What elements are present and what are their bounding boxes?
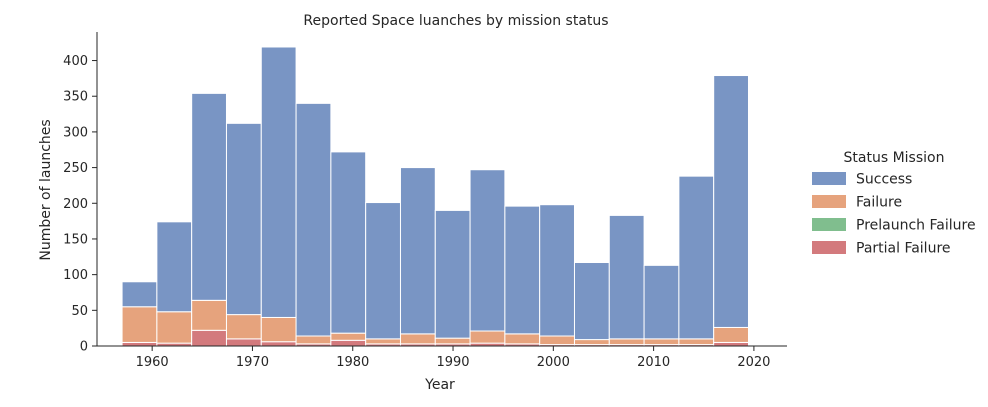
- bar-failure-10: [469, 330, 506, 344]
- bar-success-2: [191, 92, 227, 301]
- y-axis-label: Number of launches: [38, 119, 54, 260]
- bar-partial-failure-6: [330, 339, 367, 347]
- bar-failure-16: [678, 338, 715, 346]
- bar-failure-11: [504, 333, 541, 345]
- bar-success-14: [608, 214, 645, 340]
- legend-label-prelaunch-failure: Prelaunch Failure: [856, 218, 976, 234]
- bar-failure-5: [295, 335, 332, 345]
- bar-failure-6: [330, 332, 367, 341]
- legend-label-success: Success: [856, 172, 912, 188]
- legend: Status Mission Success Failure Prelaunch F…: [812, 150, 976, 257]
- y-tick-label-250: 250: [63, 161, 88, 176]
- x-tick-label-1960: 1960: [136, 355, 169, 370]
- x-tick-label-1970: 1970: [236, 355, 269, 370]
- y-tick-label-400: 400: [63, 54, 88, 69]
- bars-group: [121, 46, 749, 347]
- bar-success-12: [539, 204, 575, 337]
- legend-label-failure: Failure: [856, 195, 902, 211]
- legend-swatch-prelaunch-failure: [812, 218, 846, 231]
- bar-failure-17: [713, 326, 749, 343]
- y-axis: 0 50 100 150 200 250 300 350 400: [63, 32, 98, 355]
- y-tick-label-200: 200: [63, 197, 88, 212]
- bar-failure-3: [225, 314, 262, 340]
- bar-partial-failure-17: [713, 341, 749, 347]
- x-tick-label-1980: 1980: [336, 355, 369, 370]
- y-tick-label-300: 300: [63, 125, 88, 140]
- bar-failure-7: [365, 338, 401, 345]
- bar-failure-0: [121, 306, 158, 343]
- bar-partial-failure-0: [121, 341, 158, 347]
- x-axis: 1960 1970 1980 1990 2000 2010 2020: [97, 345, 787, 370]
- bar-success-7: [365, 202, 401, 340]
- bar-partial-failure-2: [191, 329, 227, 347]
- legend-title: Status Mission: [844, 150, 945, 166]
- bar-failure-15: [643, 338, 680, 346]
- bar-partial-failure-3: [225, 338, 262, 347]
- y-tick-label-100: 100: [63, 268, 88, 283]
- y-tick-label-150: 150: [63, 232, 88, 247]
- bar-failure-12: [539, 335, 575, 346]
- y-tick-label-50: 50: [71, 304, 88, 319]
- bar-failure-2: [191, 299, 227, 331]
- bar-success-3: [225, 122, 262, 316]
- bar-success-10: [469, 169, 506, 332]
- legend-swatch-success: [812, 172, 846, 185]
- bar-success-9: [434, 209, 471, 339]
- bar-success-16: [678, 175, 715, 340]
- legend-label-partial-failure: Partial Failure: [856, 241, 951, 257]
- y-tick-label-0: 0: [80, 340, 88, 355]
- x-tick-label-1990: 1990: [436, 355, 469, 370]
- y-tick-label-350: 350: [63, 90, 88, 105]
- bar-failure-8: [399, 333, 436, 345]
- bar-success-15: [643, 264, 680, 340]
- bar-failure-13: [573, 339, 610, 346]
- x-tick-label-2000: 2000: [537, 355, 570, 370]
- x-tick-label-2020: 2020: [737, 355, 770, 370]
- legend-swatch-partial-failure: [812, 241, 846, 254]
- x-axis-label: Year: [424, 377, 455, 393]
- bar-success-17: [713, 75, 749, 328]
- bar-partial-failure-4: [260, 341, 297, 347]
- bar-success-1: [156, 221, 193, 313]
- bar-failure-1: [156, 311, 193, 344]
- bar-failure-9: [434, 337, 471, 345]
- bar-success-5: [295, 102, 332, 337]
- bar-success-4: [260, 46, 297, 318]
- bar-success-6: [330, 151, 367, 334]
- bar-success-13: [573, 262, 610, 341]
- x-tick-label-2010: 2010: [637, 355, 670, 370]
- bar-success-8: [399, 167, 436, 335]
- bar-success-0: [121, 281, 158, 308]
- bar-failure-4: [260, 316, 297, 343]
- legend-swatch-failure: [812, 195, 846, 208]
- bar-success-11: [504, 205, 541, 335]
- bar-failure-14: [608, 338, 645, 346]
- chart-title: Reported Space luanches by mission statu…: [303, 13, 608, 29]
